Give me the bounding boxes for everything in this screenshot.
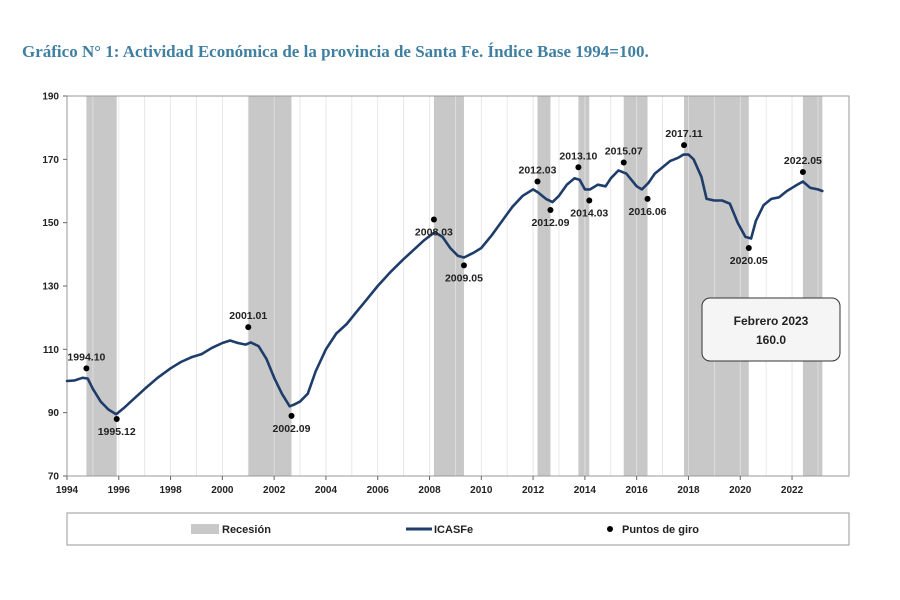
callout-value: 160.0 [756,333,786,347]
x-tick-label: 2000 [211,485,234,496]
x-tick-label: 2018 [677,485,700,496]
turning-point-marker [799,169,806,175]
recession-band [578,96,590,476]
recession-band [623,96,648,476]
y-tick-label: 190 [42,92,59,103]
legend-points-label: Puntos de giro [622,524,699,536]
turning-point-marker [681,142,688,149]
turning-point-label: 2013.10 [559,150,597,162]
turning-point-label: 2008.03 [415,227,453,239]
x-tick-label: 2012 [522,485,545,496]
x-tick-label: 2004 [315,485,338,496]
y-tick-label: 170 [42,155,59,166]
y-axis: 70 90 110 130 150 170 190 [42,92,67,483]
legend: Recesión ICASFe Puntos de giro [66,512,850,546]
turning-point-marker [245,324,252,331]
recession-band [433,96,464,476]
turning-point-marker [547,207,554,213]
x-tick-label: 2008 [418,485,441,496]
series-line [65,153,824,416]
x-tick-label: 2016 [626,485,649,496]
turning-point-marker [575,164,582,171]
recession-band [684,96,749,476]
series-icasfe [65,153,824,416]
callout-label: Febrero 2023 [734,314,809,328]
legend-points-marker [607,526,613,532]
turning-point-label: 2014.03 [570,208,608,220]
y-tick-label: 150 [42,218,59,229]
turning-point-marker [586,197,593,204]
turning-point-marker [644,195,651,202]
turning-point-marker [460,262,467,269]
recession-band [248,96,292,476]
legend-recession-swatch [191,524,219,534]
turning-point-label: 2009.05 [445,272,483,284]
y-tick-label: 130 [42,282,59,293]
x-tick-label: 2002 [263,485,286,496]
turning-point-label: 2020.05 [730,255,768,267]
y-tick-label: 70 [48,472,60,483]
recession-band [802,96,823,476]
x-tick-label: 1994 [56,485,79,496]
chart-title: Gráfico N° 1: Actividad Económica de la … [22,42,649,61]
turning-point-label: 1994.10 [67,351,105,363]
turning-point-label: 2017.11 [665,128,703,140]
turning-point-label: 2022.05 [784,155,822,167]
callout-frame [701,297,841,362]
x-tick-label: 1998 [159,485,182,496]
callout-box: Febrero 2023 160.0 [701,297,841,362]
x-tick-label: 2020 [729,485,752,496]
turning-point-label: 2001.01 [229,310,267,322]
recession-band [537,96,551,476]
x-tick-label: 2006 [367,485,390,496]
turning-point-marker [620,159,627,166]
turning-point-label: 2002.09 [273,423,311,435]
turning-point-label: 1995.12 [98,426,136,438]
vertical-gridlines [92,96,819,476]
y-tick-label: 90 [48,408,60,419]
x-axis: 1994 1996 1998 2000 2002 2004 2006 2008 2010 2012… [56,476,804,496]
turning-point-label: 2012.03 [519,165,557,177]
y-tick-label: 110 [43,345,60,356]
turning-point-marker [430,216,437,223]
turning-point-marker [113,416,120,422]
turning-point-marker [83,365,90,372]
turning-point-label: 2015.07 [605,146,643,158]
turning-points: 1994.10 1995.12 2001.01 2002.09 2008.03 2009.… [67,128,822,438]
turning-point-label: 2012.09 [531,217,569,229]
recession-band [86,96,117,476]
legend-series-label: ICASFe [434,524,473,536]
turning-point-marker [288,412,295,419]
turning-point-marker [745,245,752,251]
turning-point-marker [534,178,541,185]
x-tick-label: 2014 [574,485,597,496]
x-tick-label: 2022 [781,485,804,496]
x-tick-label: 2010 [470,485,493,496]
turning-point-label: 2016.06 [629,206,667,218]
legend-recession-label: Recesión [222,524,271,536]
x-tick-label: 1996 [108,485,131,496]
